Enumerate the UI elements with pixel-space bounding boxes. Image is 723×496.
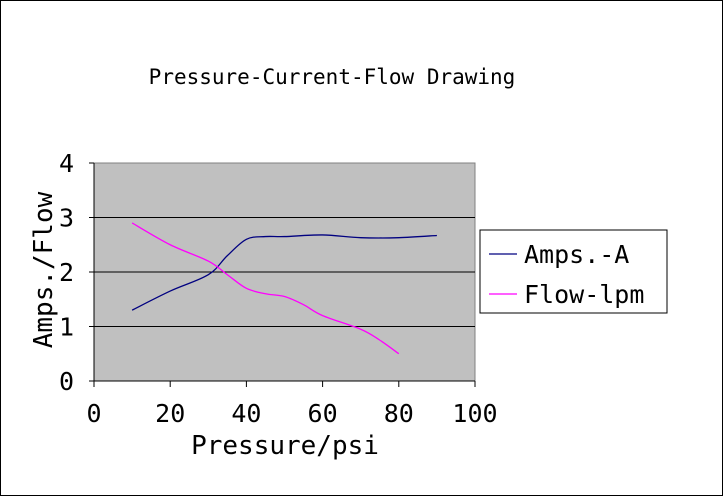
series-lines	[131, 222, 437, 355]
y-axis-ticks: 0 1 2 3 4	[59, 149, 94, 396]
x-axis-ticks: 0 20 40 60 80 100	[86, 163, 498, 428]
series-line-amps	[131, 234, 437, 311]
x-tick-label: 60	[308, 399, 338, 428]
y-tick-label: 4	[59, 149, 74, 178]
y-tick-label: 1	[59, 313, 74, 342]
legend-box	[479, 229, 668, 314]
chart-title: Pressure-Current-Flow Drawing	[149, 65, 516, 89]
y-axis-label: Amps./Flow	[29, 191, 59, 348]
y-tick-label: 3	[59, 204, 74, 233]
legend-label: Amps.-A	[524, 240, 629, 269]
x-axis-label: Pressure/psi	[191, 431, 379, 461]
legend-label: Flow-lpm	[524, 280, 644, 309]
series-line-flow	[131, 222, 400, 355]
grid-lines	[94, 217, 475, 327]
x-tick-label: 0	[86, 399, 101, 428]
y-tick-label: 2	[59, 258, 74, 287]
x-tick-label: 80	[384, 399, 414, 428]
x-tick-label: 100	[452, 399, 497, 428]
x-tick-label: 20	[155, 399, 185, 428]
y-tick-label: 0	[59, 367, 74, 396]
x-tick-label: 40	[231, 399, 261, 428]
legend: Amps.-A Flow-lpm	[479, 229, 668, 314]
